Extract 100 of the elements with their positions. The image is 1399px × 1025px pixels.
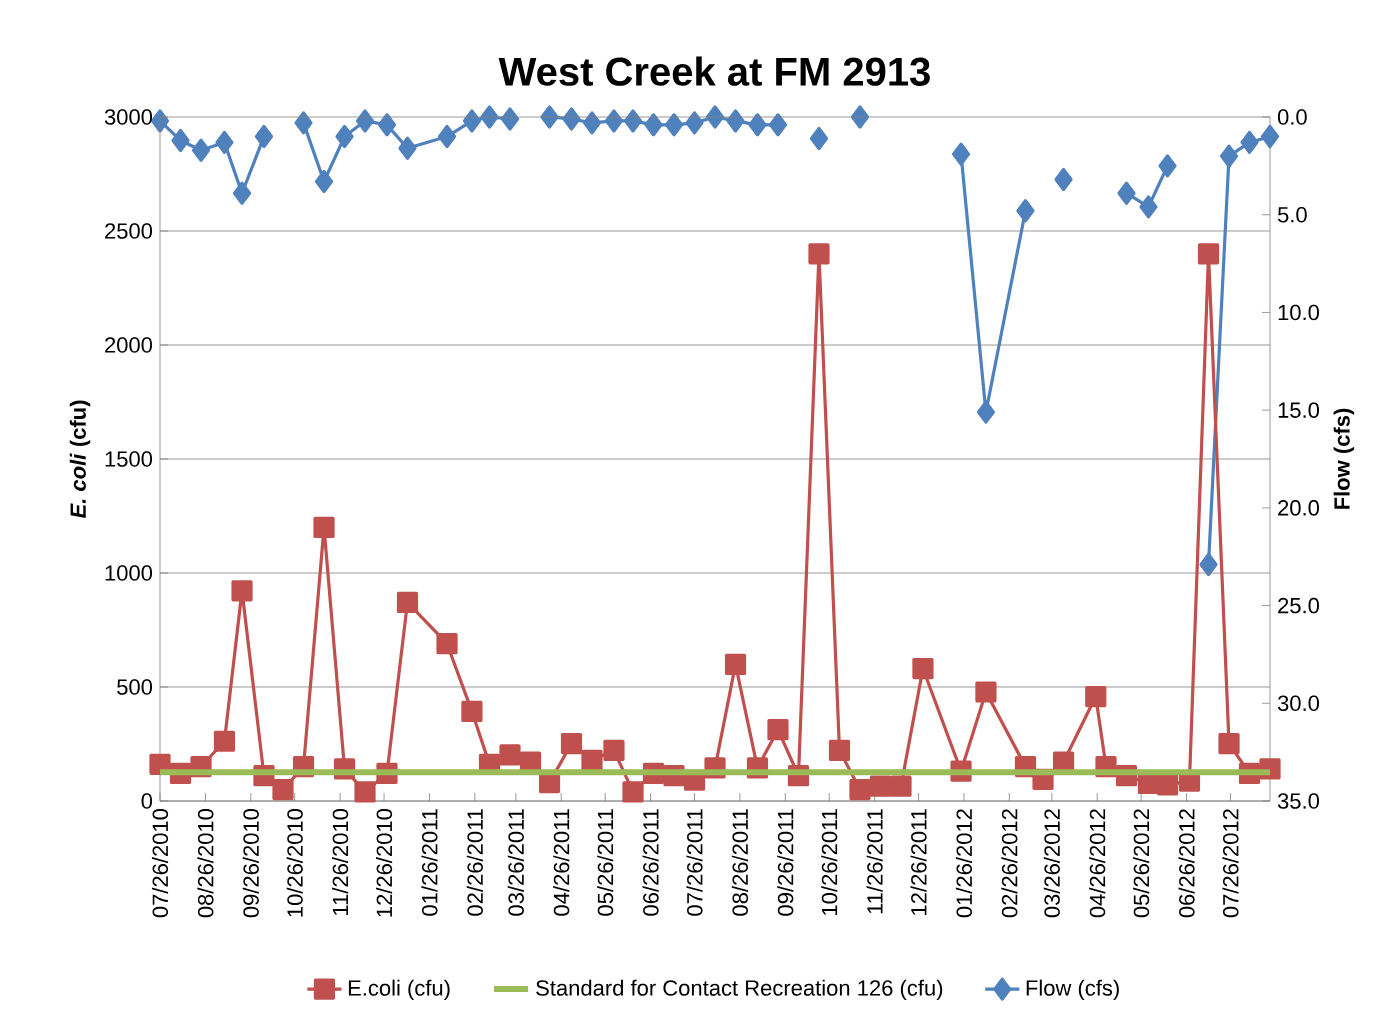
legend-label: Flow (cfs) — [1026, 979, 1119, 1001]
x-tick-label: 09/26/2011 — [777, 809, 794, 916]
point — [355, 109, 375, 133]
y-axis-title: E. coli (cfu) — [69, 400, 91, 519]
point — [724, 653, 747, 676]
x-tick-label: 02/26/2011 — [466, 809, 483, 916]
x-tick-label: 01/26/2011 — [421, 809, 438, 916]
y2-tick-label: 20.0 — [1278, 500, 1320, 516]
x-tick-label: 08/26/2010 — [197, 808, 214, 918]
point — [231, 580, 253, 602]
point — [768, 113, 788, 137]
point — [398, 136, 417, 160]
point — [622, 781, 644, 803]
y2-tick-label: 35.0 — [1277, 793, 1320, 809]
point — [215, 130, 234, 155]
x-tick-label: 12/26/2010 — [375, 808, 393, 917]
point — [232, 181, 252, 205]
legend-label: Standard for Contact Recreation 126 (cfu) — [536, 979, 943, 1001]
point — [377, 113, 397, 137]
legend-label: E.coli (cfu) — [348, 979, 450, 1001]
point — [1085, 685, 1107, 708]
x-tick-label: 04/26/2012 — [1089, 809, 1106, 918]
point — [808, 243, 830, 265]
chart-title: West Creek at FM 2913 — [498, 56, 930, 86]
y2-axis-title: Flow (cfs) — [1333, 408, 1355, 509]
y2-tick-label: 25.0 — [1278, 597, 1320, 614]
point — [976, 400, 996, 424]
y2-tick-label: 5.0 — [1277, 206, 1307, 223]
x-tick-label: 01/26/2012 — [955, 809, 973, 918]
point — [623, 109, 643, 133]
point — [912, 657, 934, 680]
point — [726, 109, 745, 133]
y2-tick-label: 30.0 — [1277, 695, 1320, 712]
x-tick-label: 11/26/2011 — [866, 809, 883, 914]
point — [461, 700, 483, 722]
point — [436, 633, 458, 655]
x-tick-label: 05/26/2012 — [1133, 809, 1150, 918]
point — [462, 109, 482, 133]
point — [294, 111, 313, 135]
point — [1054, 167, 1073, 192]
point — [890, 775, 912, 797]
point — [335, 124, 354, 149]
x-tick-label: 03/26/2011 — [507, 809, 524, 916]
point — [951, 142, 971, 166]
point — [191, 138, 211, 162]
x-tick-label: 03/26/2012 — [1043, 809, 1060, 918]
point — [396, 591, 419, 614]
point — [809, 126, 829, 151]
x-tick-label: 12/26/2011 — [910, 809, 927, 915]
x-tick-label: 10/26/2010 — [286, 808, 303, 917]
point — [1139, 195, 1158, 219]
point — [1197, 243, 1220, 265]
point — [1240, 130, 1259, 155]
point — [644, 113, 663, 137]
y2-tick-label: 15.0 — [1278, 402, 1320, 418]
point — [272, 779, 294, 801]
point — [664, 113, 684, 137]
point — [767, 719, 789, 741]
y2-tick-label: 0.0 — [1277, 109, 1307, 125]
y-tick-label: 0 — [141, 793, 153, 809]
y-tick-label: 1000 — [105, 565, 153, 581]
x-tick-label: 10/26/2011 — [821, 809, 838, 915]
point — [748, 113, 767, 137]
x-tick-label: 07/26/2011 — [686, 809, 703, 916]
point — [354, 781, 376, 803]
x-tick-label: 05/26/2011 — [597, 809, 614, 916]
point — [500, 107, 520, 131]
point — [1117, 181, 1136, 205]
x-tick-label: 08/26/2011 — [731, 809, 748, 916]
point — [1016, 199, 1035, 223]
y2-tick-label: 10.0 — [1278, 304, 1320, 321]
x-tick-label: 11/26/2010 — [332, 808, 349, 915]
point — [603, 739, 625, 761]
x-tick-label: 06/26/2012 — [1178, 809, 1195, 918]
x-tick-label: 07/26/2012 — [1222, 809, 1239, 918]
point — [975, 681, 997, 703]
point — [254, 124, 274, 149]
y-tick-label: 1500 — [105, 451, 153, 467]
x-tick-label: 04/26/2011 — [553, 809, 570, 916]
point — [849, 779, 871, 801]
y-tick-label: 2500 — [105, 223, 153, 239]
point — [499, 744, 521, 766]
point — [1219, 144, 1239, 168]
x-tick-label: 07/26/2010 — [151, 808, 169, 918]
x-tick-label: 09/26/2010 — [242, 808, 259, 918]
point — [1199, 552, 1218, 577]
point — [213, 730, 236, 752]
point — [314, 169, 334, 194]
point — [1156, 774, 1179, 796]
point — [171, 128, 190, 153]
point — [1260, 124, 1280, 149]
point — [560, 732, 583, 755]
y-tick-label: 2000 — [105, 337, 153, 353]
point — [313, 516, 335, 538]
point — [828, 739, 851, 761]
point — [437, 124, 457, 149]
point — [582, 111, 602, 135]
y-tick-label: 500 — [117, 679, 153, 695]
y-tick-label: 3000 — [104, 109, 153, 125]
point — [1158, 154, 1177, 178]
